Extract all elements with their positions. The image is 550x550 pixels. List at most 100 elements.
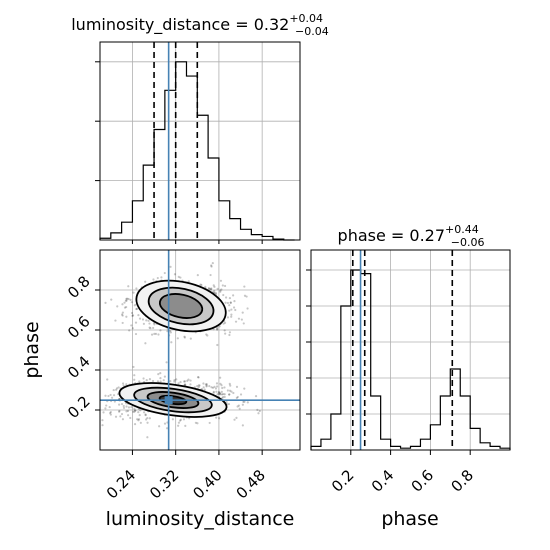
sample-point (219, 279, 223, 282)
sample-point (225, 400, 228, 404)
sample-point (163, 422, 167, 425)
sample-point (179, 276, 182, 279)
sample-point (177, 421, 181, 424)
sample-point (104, 394, 107, 397)
title-luminosity-distance: luminosity_distance = 0.32+0.04 −0.04 (71, 12, 329, 38)
sample-point (148, 326, 151, 329)
sample-point (112, 394, 116, 397)
sample-point (127, 297, 130, 301)
scatter-x-ticklabel: 0.48 (233, 466, 269, 502)
sample-point (204, 383, 207, 386)
sample-point (214, 291, 217, 294)
sample-point (170, 341, 173, 344)
sample-point (230, 313, 233, 316)
sample-point (142, 322, 145, 325)
sample-point (126, 409, 130, 413)
sample-point (183, 380, 187, 383)
sample-point (230, 308, 233, 311)
sample-point (130, 301, 133, 304)
sample-point (212, 391, 215, 394)
sample-point (148, 322, 151, 325)
scatter-y-ticklabel: 0.6 (64, 312, 94, 342)
sample-point (215, 390, 218, 393)
sample-point (189, 337, 192, 340)
sample-point (120, 412, 124, 416)
sample-point (228, 331, 232, 334)
sample-point (217, 392, 220, 395)
sample-point (135, 287, 138, 290)
sample-point (176, 337, 179, 340)
hist-phase-x-ticklabel: 0.8 (447, 466, 477, 496)
sample-point (228, 333, 231, 337)
hist-ld-frame (99, 41, 301, 241)
sample-point (125, 405, 128, 408)
sample-point (238, 407, 241, 410)
density-layer (100, 250, 300, 450)
sample-point (159, 372, 162, 375)
scatter-x-ticklabel: 0.32 (146, 466, 182, 502)
sample-point (133, 374, 136, 377)
sample-point (126, 297, 129, 300)
sample-point (230, 315, 233, 318)
sample-point (127, 414, 130, 417)
sample-point (246, 401, 249, 404)
sample-point (228, 382, 231, 386)
sample-point (179, 418, 182, 421)
sample-point (210, 264, 213, 267)
sample-point (132, 291, 135, 294)
sample-point (124, 299, 128, 302)
sample-point (228, 393, 231, 396)
sample-point (227, 402, 231, 406)
sample-point (159, 377, 162, 380)
sample-point (216, 328, 219, 331)
sample-point (220, 393, 224, 396)
sample-point (216, 327, 219, 331)
sample-point (242, 400, 245, 404)
sample-point (121, 311, 125, 314)
sample-point (156, 276, 159, 280)
hist-phase-step (310, 269, 511, 450)
sample-point (234, 320, 238, 323)
sample-point (153, 332, 156, 335)
sample-point (209, 287, 212, 290)
sample-point (215, 416, 218, 419)
sample-point (135, 307, 139, 310)
sample-point (205, 382, 208, 386)
sample-point (218, 391, 222, 394)
sample-point (177, 424, 180, 427)
sample-point (146, 416, 149, 420)
sample-point (163, 271, 166, 275)
sample-point (162, 379, 165, 382)
sample-point (204, 285, 207, 288)
sample-point (229, 384, 232, 387)
sample-point (121, 418, 125, 421)
sample-point (148, 417, 151, 420)
sample-point (123, 306, 127, 309)
sample-point (202, 382, 205, 385)
sample-point (137, 418, 141, 421)
sample-point (142, 377, 145, 380)
sample-point (228, 389, 232, 392)
sample-point (228, 304, 231, 307)
sample-point (132, 365, 135, 369)
sample-point (135, 307, 138, 311)
sample-point (226, 301, 230, 305)
sample-point (165, 427, 169, 430)
sample-point (114, 415, 118, 418)
sample-point (197, 385, 200, 389)
sample-point (222, 396, 225, 399)
scatter-y-ticklabel: 0.8 (64, 272, 94, 302)
sample-point (169, 329, 172, 332)
sample-point (119, 415, 122, 418)
sample-point (141, 318, 145, 321)
sample-point (239, 393, 243, 396)
sample-point (177, 275, 180, 278)
sample-point (183, 336, 186, 339)
sample-point (127, 406, 131, 409)
hist-phase-frame (310, 249, 511, 451)
sample-point (223, 321, 227, 324)
sample-point (139, 409, 142, 412)
sample-point (196, 274, 199, 277)
sample-point (109, 393, 112, 397)
